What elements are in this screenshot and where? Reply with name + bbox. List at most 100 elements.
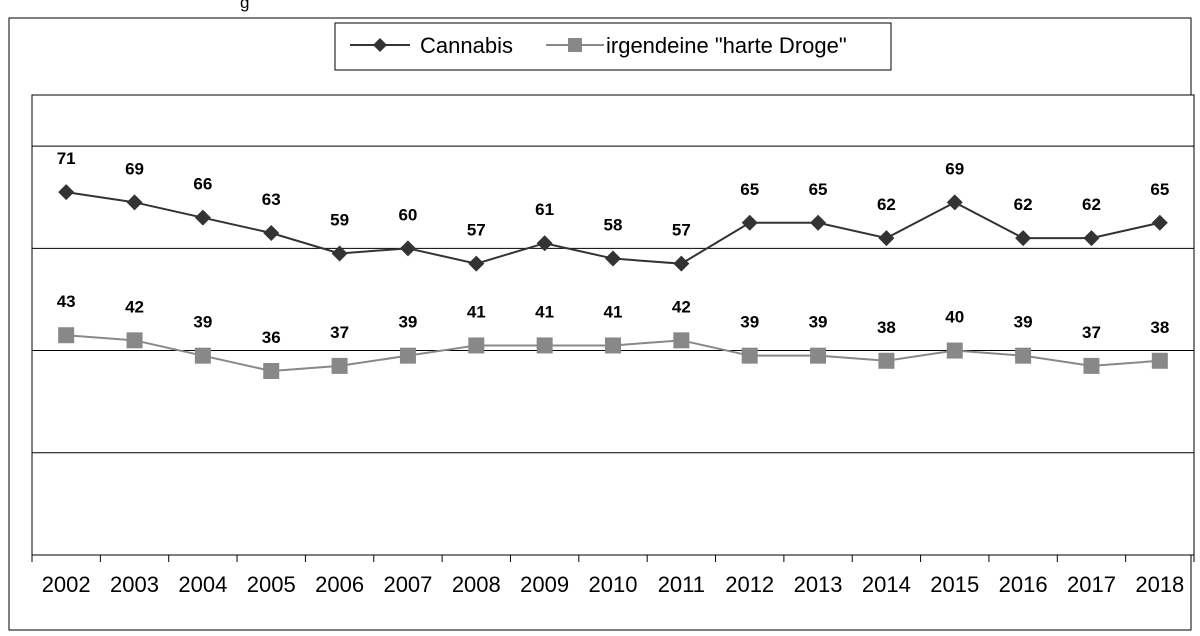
data-point [399,347,416,364]
data-label-bg [802,178,835,200]
data-point [399,240,416,257]
x-tick-label: 2009 [520,572,569,597]
data-point [810,214,827,231]
data-label-bg [186,311,219,333]
data-point [605,250,621,267]
data-label-bg [323,321,356,343]
x-tick-label: 2015 [930,572,979,597]
data-point [1083,357,1100,374]
data-label: 65 [1150,180,1169,199]
data-label: 71 [57,149,76,168]
data-label: 37 [1082,323,1101,342]
data-point [468,337,485,354]
data-label-bg [665,219,698,241]
data-point [1151,214,1168,231]
data-label: 39 [1014,313,1033,332]
data-point [263,363,280,379]
x-tick-label: 2007 [383,572,432,597]
data-label: 39 [398,313,417,332]
data-point [741,347,758,364]
data-label-bg [938,306,971,328]
series-layer [58,184,1168,379]
data-label: 58 [604,216,623,235]
data-label: 39 [193,313,212,332]
data-point [468,255,485,272]
data-label-bg [1007,311,1040,333]
data-label-bg [870,194,903,216]
data-point [810,347,827,364]
data-label-bg [1075,194,1108,216]
data-point [1015,230,1032,247]
data-label-bg [118,296,151,318]
data-label-bg [597,214,629,236]
data-label: 37 [330,323,349,342]
data-point [673,255,690,272]
legend-label: irgendeine "harte Droge" [606,33,847,58]
data-label-bg [50,148,83,170]
legend-label: Cannabis [420,33,513,58]
data-label: 59 [330,210,349,229]
data-point [946,342,963,359]
x-tick-label: 2011 [658,572,705,597]
data-label: 60 [398,205,417,224]
data-label-bg [391,311,424,333]
data-point [331,245,348,262]
data-label-bg [1143,316,1176,338]
data-point [58,184,75,201]
data-point [126,332,143,349]
data-label-bg [802,311,835,333]
data-label-bg [528,199,561,221]
data-label: 57 [467,221,486,240]
x-tick-label: 2012 [725,572,774,597]
data-label-bg [255,327,288,348]
data-label: 66 [193,175,212,194]
data-label: 41 [604,302,623,321]
data-label: 69 [945,159,964,178]
x-tick-label: 2005 [247,572,296,597]
plot-area [31,94,1195,556]
data-label-bg [1075,321,1108,343]
x-tick-label: 2002 [42,572,91,597]
data-point [1015,347,1032,364]
x-tick-label: 2010 [589,572,638,597]
x-tick-label: 2018 [1135,572,1184,597]
x-tick-label: 2008 [452,572,501,597]
data-label: 63 [262,190,281,209]
data-label: 57 [672,221,691,240]
header-text: g [240,0,249,12]
data-point [878,230,895,247]
data-label-bg [391,204,424,226]
data-label-bg [323,209,356,231]
data-label: 62 [877,195,896,214]
data-label-bg [50,291,83,313]
legend: Cannabis irgendeine "harte Droge" [334,22,892,71]
data-point [194,209,211,226]
data-label-bg [460,219,493,241]
data-label: 61 [535,200,554,219]
data-label: 62 [1014,195,1033,214]
data-label: 62 [1082,195,1101,214]
x-tick-label: 2013 [794,572,843,597]
data-label-bg [528,301,561,323]
data-point [1151,352,1168,369]
data-label: 41 [467,302,486,321]
data-label: 41 [535,302,554,321]
data-point [194,347,211,364]
data-label: 39 [740,313,759,332]
data-label: 69 [125,159,144,178]
data-point [331,357,348,374]
x-tick-label: 2017 [1067,572,1116,597]
x-axis: 2002 2003 2004 2005 2006 2007 2008 2009 2010 2011… [31,555,1195,597]
data-label-bg [733,178,766,200]
x-tick-label: 2014 [862,572,911,597]
data-point [673,332,690,349]
data-label-bg [186,173,219,195]
data-point [878,352,895,369]
data-point [536,337,553,354]
data-label-bg [733,311,766,333]
data-point [58,327,75,344]
data-label: 42 [125,297,144,316]
data-label: 65 [740,180,759,199]
